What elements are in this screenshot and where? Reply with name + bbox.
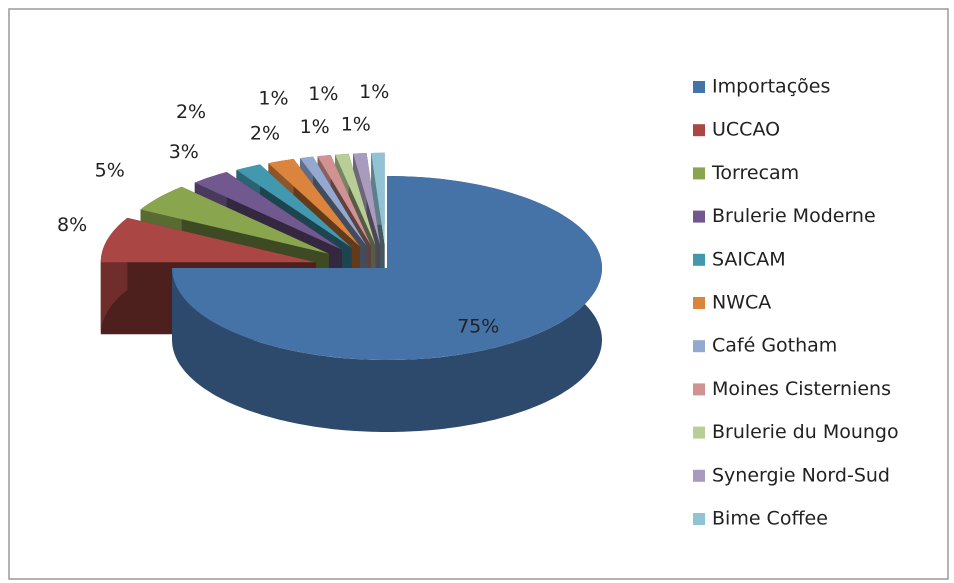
legend-swatch bbox=[693, 210, 705, 223]
slice bbox=[172, 176, 602, 360]
legend-swatch bbox=[693, 426, 705, 439]
slice bbox=[335, 153, 376, 246]
legend-swatch bbox=[693, 340, 705, 353]
data-label: 1% bbox=[258, 87, 288, 109]
legend-label: Synergie Nord-Sud bbox=[712, 464, 890, 486]
slice bbox=[194, 172, 342, 250]
legend-label: NWCA bbox=[712, 292, 771, 314]
data-label: 3% bbox=[169, 141, 199, 163]
slice bbox=[268, 158, 360, 247]
data-label: 1% bbox=[341, 114, 371, 136]
slice bbox=[353, 153, 381, 245]
legend-label: Importações bbox=[712, 76, 830, 98]
data-label: 8% bbox=[57, 214, 87, 236]
data-label: 2% bbox=[176, 101, 206, 123]
legend-swatch bbox=[693, 81, 705, 93]
slice bbox=[236, 164, 352, 248]
data-label: 75% bbox=[457, 316, 499, 338]
legend-swatch bbox=[693, 124, 705, 137]
legend-swatch bbox=[693, 513, 705, 525]
legend-label: Moines Cisterniens bbox=[712, 378, 891, 400]
data-label: 1% bbox=[359, 81, 389, 103]
legend-label: Brulerie du Moungo bbox=[712, 421, 899, 443]
legend-swatch bbox=[693, 383, 705, 396]
data-label: 1% bbox=[308, 83, 338, 105]
legend-swatch bbox=[693, 167, 705, 180]
slice bbox=[100, 217, 316, 263]
legend-swatch bbox=[693, 297, 705, 309]
legend-label: UCCAO bbox=[712, 119, 780, 141]
slice bbox=[317, 155, 371, 246]
data-label: 1% bbox=[300, 116, 330, 138]
slice bbox=[371, 152, 385, 245]
legend-label: SAICAM bbox=[712, 248, 786, 270]
legend-label: Bime Coffee bbox=[712, 508, 828, 530]
pie-tops bbox=[100, 152, 602, 360]
legend-label: Café Gotham bbox=[712, 335, 837, 357]
data-label: 2% bbox=[250, 122, 280, 144]
data-labels: 75%8%5%3%2%2%1%1%1%1%1% bbox=[57, 81, 499, 338]
legend-label: Torrecam bbox=[711, 162, 799, 184]
slice bbox=[140, 186, 329, 254]
legend: Importações UCCAO Torrecam Brulerie Moderne… bbox=[693, 76, 899, 530]
legend-swatch bbox=[693, 469, 705, 482]
legend-label: Brulerie Moderne bbox=[712, 205, 876, 227]
legend-swatch bbox=[693, 253, 705, 266]
slice bbox=[300, 156, 367, 246]
data-label: 5% bbox=[95, 160, 125, 182]
